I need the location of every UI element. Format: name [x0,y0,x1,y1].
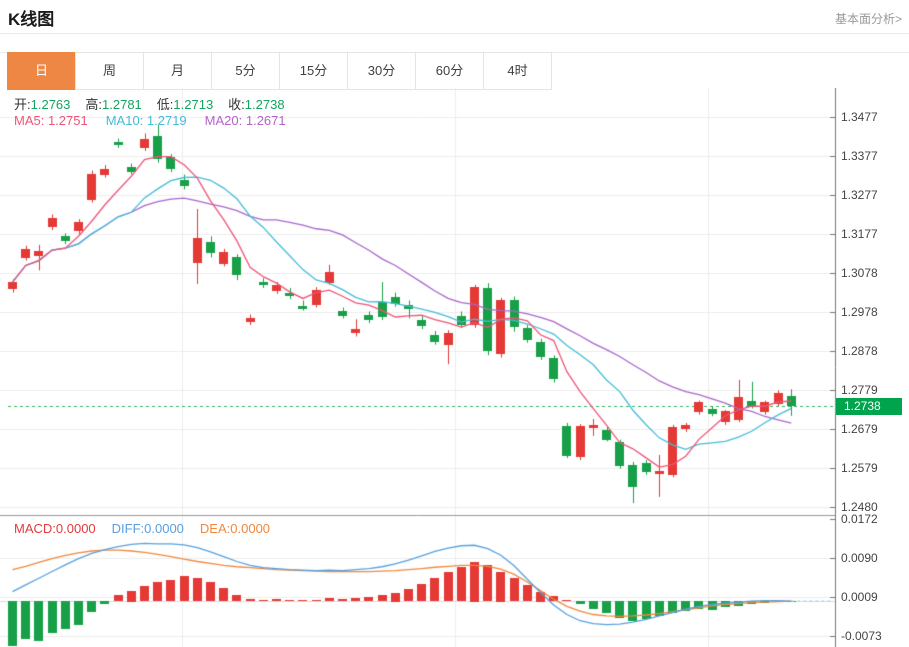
ohlc-open: 开:1.2763 [14,94,70,113]
timeframe-tab-1[interactable]: 日 [7,52,76,90]
candlestick-macd-canvas[interactable] [0,88,909,647]
macd-tick-label: -0.0073 [841,629,882,643]
header-divider [0,33,909,34]
macd-tick-label: 0.0172 [841,512,878,526]
macd-readout: MACD:0.0000 DIFF:0.0000 DEA:0.0000 [14,521,270,536]
ohlc-low: 低:1.2713 [157,94,213,113]
open-value: 1.2763 [30,97,71,112]
price-tick-label: 1.3477 [841,110,878,124]
ma20-readout: MA20: 1.2671 [204,113,286,128]
ohlc-readout: 开:1.2763 高:1.2781 低:1.2713 收:1.2738 [14,94,285,113]
timeframe-tab-3[interactable]: 月 [143,52,212,90]
timeframe-tab-7[interactable]: 60分 [415,52,484,90]
price-tick-label: 1.2878 [841,344,878,359]
close-value: 1.2738 [244,97,285,112]
price-tick-label: 1.2480 [841,500,878,514]
page-title: K线图 [8,10,55,29]
fundamental-analysis-link[interactable]: 基本面分析> [834,12,902,26]
ma10-readout: MA10: 1.2719 [105,113,187,128]
low-value: 1.2713 [173,97,214,112]
timeframe-tab-5[interactable]: 15分 [279,52,348,90]
timeframe-tab-8[interactable]: 4时 [483,52,552,90]
price-tick-label: 1.2579 [841,461,878,476]
dea-value: DEA:0.0000 [199,521,271,536]
price-tick-label: 1.3078 [841,266,878,281]
high-value: 1.2781 [102,97,142,112]
timeframe-tabbar: 日周月 5分 15分 30分 60分 4时 [7,52,552,90]
price-tick-label: 1.2779 [841,383,878,398]
price-tick-label: 1.2679 [841,422,878,437]
price-tick-label: 1.3177 [841,227,878,242]
close-label: 收: [228,97,245,112]
low-label: 低: [156,97,174,112]
price-tick-label: 1.2978 [841,305,878,320]
timeframe-tab-2[interactable]: 周 [75,52,144,90]
macd-tick-label: 0.0090 [841,551,878,566]
ma-readout: MA5: 1.2751 MA10: 1.2719 MA20: 1.2671 [14,113,286,128]
macd-tick-label: 0.0009 [841,589,878,604]
price-tick-label: 1.3277 [841,188,878,203]
open-label: 开: [14,97,31,112]
high-label: 高: [85,97,103,112]
current-price-badge: 1.2738 [836,398,902,415]
timeframe-tab-6[interactable]: 30分 [347,52,416,90]
ma5-readout: MA5: 1.2751 [14,113,88,128]
macd-value: MACD:0.0000 [14,521,96,536]
diff-value: DIFF:0.0000 [111,521,184,536]
timeframe-tab-4[interactable]: 5分 [211,52,280,90]
price-tick-label: 1.3377 [841,149,878,164]
ohlc-close: 收:1.2738 [228,94,284,113]
ohlc-high: 高:1.2781 [85,94,141,113]
